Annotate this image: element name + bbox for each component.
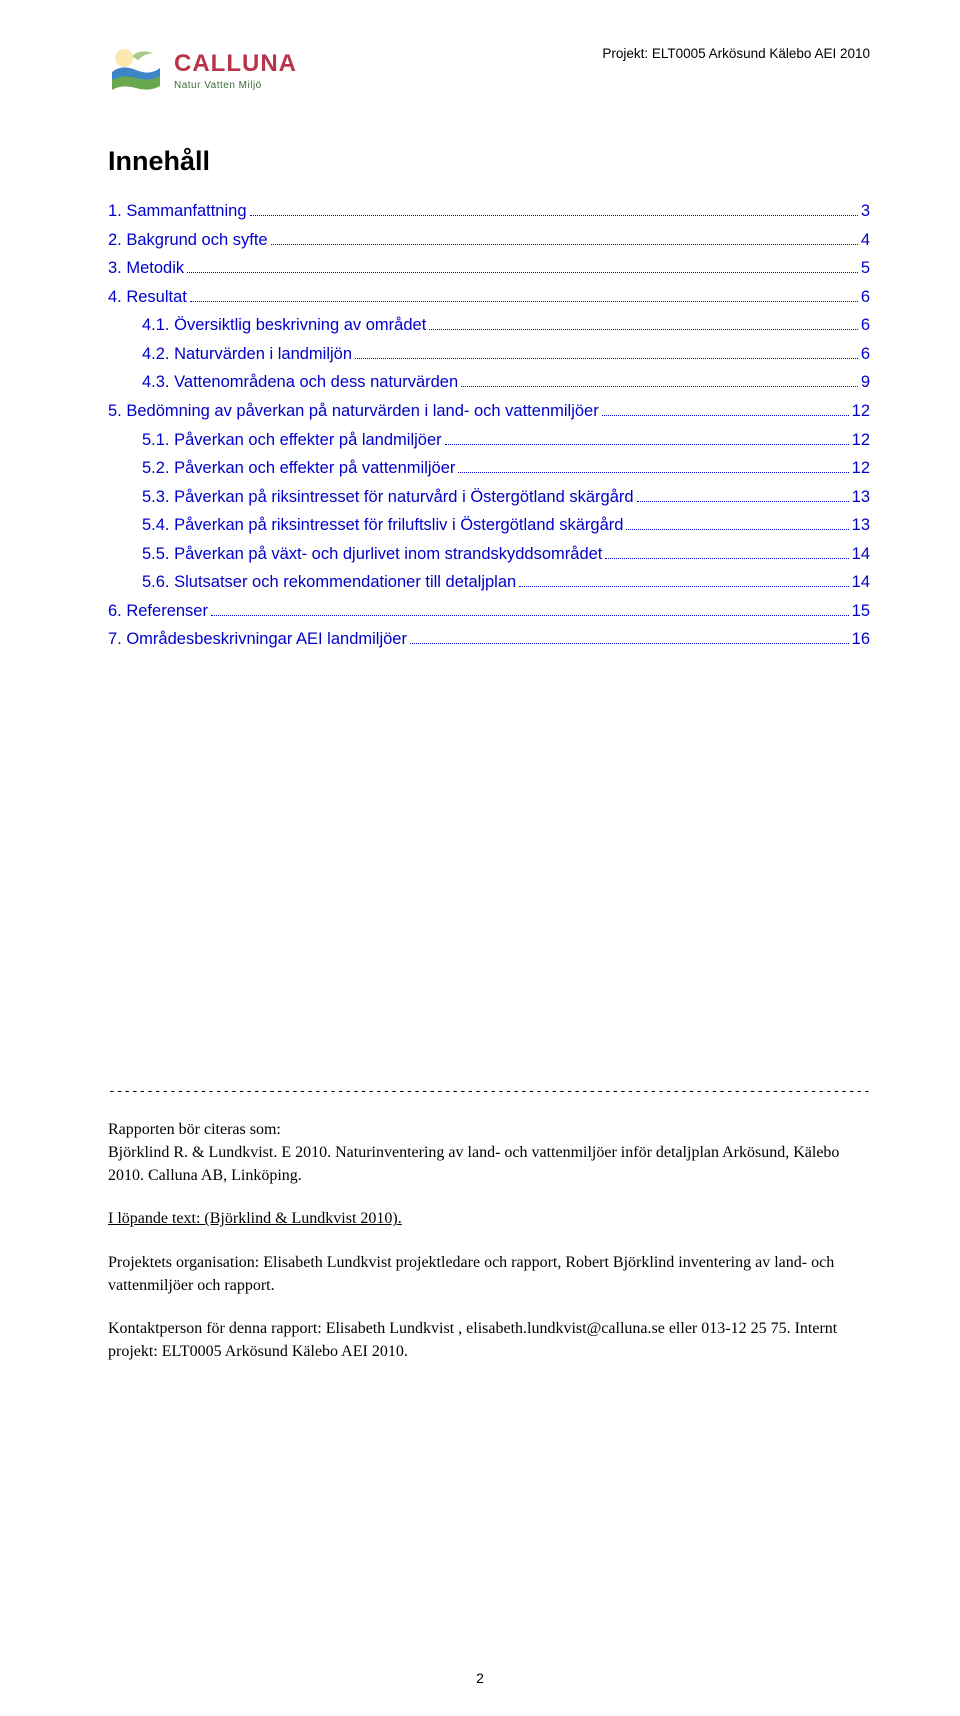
toc-leader-dots	[271, 244, 858, 245]
citation-label: Rapporten bör citeras som:	[108, 1121, 281, 1138]
toc-page: 5	[861, 256, 870, 282]
toc-leader-dots	[250, 215, 858, 216]
toc-row[interactable]: 5. Bedömning av påverkan på naturvärden …	[108, 399, 870, 425]
toc-row[interactable]: 4.3. Vattenområdena och dess naturvärden…	[108, 370, 870, 396]
logo-tagline: Natur Vatten Miljö	[174, 80, 297, 91]
toc-label: 3. Metodik	[108, 256, 184, 282]
toc-row[interactable]: 3. Metodik 5	[108, 256, 870, 282]
toc-label: 1. Sammanfattning	[108, 199, 247, 225]
toc-page: 6	[861, 285, 870, 311]
toc-leader-dots	[187, 272, 858, 273]
toc-leader-dots	[190, 301, 858, 302]
logo-name: CALLUNA	[174, 50, 297, 78]
toc-label: 5.2. Påverkan och effekter på vattenmilj…	[142, 456, 455, 482]
toc-leader-dots	[355, 358, 858, 359]
toc-leader-dots	[626, 529, 848, 530]
citation-paragraph: Rapporten bör citeras som: Björklind R. …	[108, 1118, 870, 1188]
toc-page: 12	[852, 456, 870, 482]
toc-page: 12	[852, 428, 870, 454]
toc-label: 5.6. Slutsatser och rekommendationer til…	[142, 570, 516, 596]
toc-page: 3	[861, 199, 870, 225]
toc-row[interactable]: 1. Sammanfattning 3	[108, 199, 870, 225]
toc-row[interactable]: 7. Områdesbeskrivningar AEI landmiljöer 1…	[108, 627, 870, 653]
toc-leader-dots	[429, 329, 858, 330]
toc-label: 2. Bakgrund och syfte	[108, 228, 268, 254]
page: CALLUNA Natur Vatten Miljö Projekt: ELT0…	[0, 0, 960, 1716]
running-text: I löpande text: (Björklind & Lundkvist 2…	[108, 1210, 402, 1227]
page-number: 2	[476, 1670, 484, 1686]
toc-row[interactable]: 5.5. Påverkan på växt- och djurlivet ino…	[108, 542, 870, 568]
running-text-paragraph: I löpande text: (Björklind & Lundkvist 2…	[108, 1207, 870, 1230]
toc-leader-dots	[637, 501, 849, 502]
dash-separator: ----------------------------------------…	[108, 1083, 870, 1102]
toc-row[interactable]: 5.4. Påverkan på riksintresset för frilu…	[108, 513, 870, 539]
project-line: Projekt: ELT0005 Arkösund Kälebo AEI 201…	[602, 42, 870, 61]
toc-leader-dots	[445, 444, 849, 445]
toc-label: 5.3. Påverkan på riksintresset för natur…	[142, 485, 634, 511]
toc-row[interactable]: 4.2. Naturvärden i landmiljön 6	[108, 342, 870, 368]
toc-leader-dots	[461, 386, 858, 387]
toc-leader-dots	[605, 558, 848, 559]
toc-label: 7. Områdesbeskrivningar AEI landmiljöer	[108, 627, 407, 653]
citation-text: Björklind R. & Lundkvist. E 2010. Naturi…	[108, 1144, 839, 1184]
toc-label: 4. Resultat	[108, 285, 187, 311]
toc-label: 6. Referenser	[108, 599, 208, 625]
toc-label: 5.5. Påverkan på växt- och djurlivet ino…	[142, 542, 602, 568]
toc-label: 5.4. Påverkan på riksintresset för frilu…	[142, 513, 623, 539]
toc-page: 14	[852, 570, 870, 596]
toc-label: 4.3. Vattenområdena och dess naturvärden	[142, 370, 458, 396]
toc-label: 4.2. Naturvärden i landmiljön	[142, 342, 352, 368]
toc-row[interactable]: 4. Resultat 6	[108, 285, 870, 311]
toc-page: 14	[852, 542, 870, 568]
toc-row[interactable]: 5.1. Påverkan och effekter på landmiljöe…	[108, 428, 870, 454]
toc-row[interactable]: 6. Referenser 15	[108, 599, 870, 625]
toc-label: 5.1. Påverkan och effekter på landmiljöe…	[142, 428, 442, 454]
toc-row[interactable]: 5.6. Slutsatser och rekommendationer til…	[108, 570, 870, 596]
toc-page: 6	[861, 342, 870, 368]
page-title: Innehåll	[108, 146, 870, 177]
toc-page: 12	[852, 399, 870, 425]
toc-row[interactable]: 2. Bakgrund och syfte 4	[108, 228, 870, 254]
toc-page: 6	[861, 313, 870, 339]
toc-page: 13	[852, 485, 870, 511]
toc-label: 5. Bedömning av påverkan på naturvärden …	[108, 399, 599, 425]
organisation-paragraph: Projektets organisation: Elisabeth Lundk…	[108, 1251, 870, 1297]
toc-leader-dots	[211, 615, 849, 616]
toc-page: 9	[861, 370, 870, 396]
lower-block: ----------------------------------------…	[108, 1083, 870, 1363]
logo: CALLUNA Natur Vatten Miljö	[108, 42, 297, 98]
toc-label: 4.1. Översiktlig beskrivning av området	[142, 313, 426, 339]
toc-page: 16	[852, 627, 870, 653]
toc-row[interactable]: 4.1. Översiktlig beskrivning av området 6	[108, 313, 870, 339]
calluna-logo-icon	[108, 42, 164, 98]
toc-leader-dots	[410, 643, 849, 644]
toc-page: 15	[852, 599, 870, 625]
toc-leader-dots	[602, 415, 849, 416]
toc-page: 4	[861, 228, 870, 254]
contact-paragraph: Kontaktperson för denna rapport: Elisabe…	[108, 1317, 870, 1363]
header: CALLUNA Natur Vatten Miljö Projekt: ELT0…	[108, 42, 870, 98]
toc-row[interactable]: 5.3. Påverkan på riksintresset för natur…	[108, 485, 870, 511]
toc-leader-dots	[458, 472, 848, 473]
table-of-contents: 1. Sammanfattning 3 2. Bakgrund och syfte 4…	[108, 199, 870, 653]
toc-leader-dots	[519, 586, 848, 587]
logo-text: CALLUNA Natur Vatten Miljö	[174, 50, 297, 91]
toc-page: 13	[852, 513, 870, 539]
toc-row[interactable]: 5.2. Påverkan och effekter på vattenmilj…	[108, 456, 870, 482]
